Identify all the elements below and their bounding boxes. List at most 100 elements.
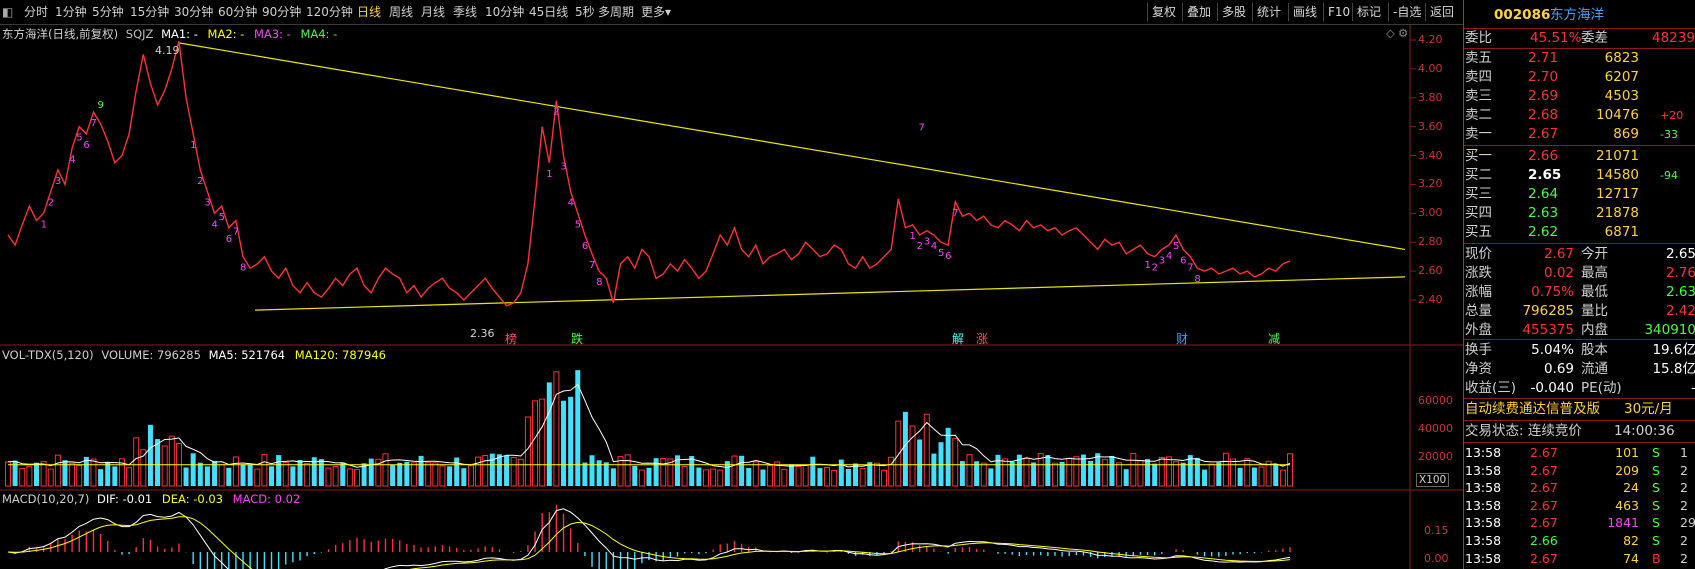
multi-stock-button[interactable]: 多股	[1217, 3, 1250, 21]
period-tab[interactable]: 90分钟	[262, 5, 302, 19]
volume-bar	[76, 465, 83, 487]
bid-change: -94	[1660, 169, 1678, 182]
volume-bar	[232, 456, 239, 487]
tick-price: 2.67	[1530, 515, 1558, 531]
volume-bar	[40, 461, 47, 487]
volume-bar	[1145, 459, 1151, 486]
volume-bar	[69, 462, 76, 487]
more-periods[interactable]: 更多▾	[641, 5, 672, 19]
volume-bar	[1088, 460, 1094, 486]
bid-price: 2.65	[1528, 167, 1562, 183]
fuquan-button[interactable]: 复权	[1147, 3, 1180, 21]
sequence-number: 8	[1194, 274, 1200, 285]
f10-button[interactable]: F10	[1323, 3, 1354, 21]
tick-volume: 463	[1615, 497, 1639, 513]
event-mark[interactable]: 减	[1268, 332, 1281, 346]
bid-row[interactable]: 买三 2.64 12717	[1464, 185, 1695, 204]
tick-row: 13:58 2.67 101 S 1	[1464, 444, 1695, 461]
ask-row[interactable]: 卖五 2.71 6823	[1464, 49, 1695, 68]
stat-label: 今开	[1581, 246, 1608, 262]
sequence-number: 5	[1173, 241, 1179, 252]
bid-row[interactable]: 买四 2.63 21878	[1464, 204, 1695, 223]
add-favorite-button[interactable]: -自选	[1388, 3, 1425, 21]
period-tab[interactable]: 5秒	[575, 5, 595, 19]
volume-bar	[817, 468, 823, 486]
sequence-number: 6	[226, 234, 232, 245]
price-axis-label: 2.60	[1418, 264, 1443, 278]
event-mark[interactable]: 跌	[571, 332, 584, 346]
volume-bar	[802, 464, 809, 487]
volume-bar	[1023, 458, 1030, 487]
ask-row[interactable]: 卖一 2.67 869 -33	[1464, 125, 1695, 144]
event-mark[interactable]: 财	[1176, 332, 1189, 346]
volume-bar	[632, 465, 638, 486]
event-mark[interactable]: 涨	[976, 332, 989, 346]
event-mark[interactable]: 榜	[505, 332, 518, 346]
sequence-number: 8	[240, 263, 246, 274]
ask-row[interactable]: 卖四 2.70 6207	[1464, 68, 1695, 87]
volume-bar	[447, 466, 453, 486]
volume-bar	[1187, 455, 1193, 486]
ask-row[interactable]: 卖二 2.68 10476 +20	[1464, 106, 1695, 125]
period-tab[interactable]: 5分钟	[92, 5, 124, 19]
volume-bar	[410, 462, 417, 487]
diamond-icon[interactable]: ◇	[1386, 26, 1395, 40]
period-tab[interactable]: 月线	[421, 5, 446, 19]
overlay-button[interactable]: 叠加	[1182, 3, 1215, 21]
back-button[interactable]: 返回	[1425, 3, 1458, 21]
ask-change: -33	[1660, 128, 1678, 141]
bid-row[interactable]: 买五 2.62 6871	[1464, 223, 1695, 242]
stats-button[interactable]: 统计	[1252, 3, 1285, 21]
period-tab[interactable]: 60分钟	[218, 5, 258, 19]
volume-bar	[1130, 453, 1137, 487]
volume-bar	[12, 460, 18, 486]
period-tab[interactable]: 15分钟	[130, 5, 170, 19]
vol-title: VOL-TDX(5,120)	[2, 348, 94, 362]
volume-bar	[98, 469, 104, 486]
period-tab[interactable]: 分时	[24, 5, 49, 19]
volume-bar	[995, 454, 1001, 486]
mark-button[interactable]: 标记	[1352, 3, 1385, 21]
ask-price: 2.69	[1528, 88, 1559, 104]
sequence-number: 5	[76, 133, 82, 144]
volume-bar	[1158, 456, 1165, 487]
period-tab[interactable]: 季线	[453, 5, 478, 19]
sequence-number: 1	[190, 140, 196, 151]
ask-row[interactable]: 卖三 2.69 4503	[1464, 87, 1695, 106]
vol-ma5: MA5: 521764	[208, 348, 286, 362]
period-tab[interactable]: 10分钟	[485, 5, 525, 19]
volume-bar	[1002, 458, 1009, 487]
tick-row: 13:58 2.67 1841 S 29	[1464, 514, 1695, 531]
period-tab[interactable]: 周线	[389, 5, 414, 19]
weibi-value: 45.51%	[1530, 30, 1582, 46]
volume-bar	[439, 465, 446, 487]
settings-icon[interactable]: ⚙	[1398, 26, 1409, 40]
sequence-number: 2	[553, 107, 559, 118]
bid-row[interactable]: 买一 2.66 21071	[1464, 147, 1695, 166]
volume-bar	[917, 439, 923, 486]
period-tab[interactable]: 45日线	[529, 5, 569, 19]
period-tab[interactable]: 多周期	[598, 5, 635, 19]
stat-row: 换手 5.04% 股本 19.6亿	[1464, 341, 1695, 360]
weicha-label: 委差	[1581, 30, 1608, 46]
tick-volume: 82	[1623, 533, 1639, 548]
tick-row: 13:58 2.67 463 S 2	[1464, 497, 1695, 514]
volume-bar	[254, 468, 261, 487]
volume-bar	[390, 464, 396, 486]
volume-bar	[895, 420, 902, 487]
collapse-icon[interactable]: ◧	[2, 5, 14, 19]
draw-line-button[interactable]: 画线	[1288, 3, 1321, 21]
ask-volume: 4503	[1604, 88, 1639, 104]
period-tab-active[interactable]: 日线	[357, 5, 382, 19]
period-tab[interactable]: 30分钟	[174, 5, 214, 19]
period-tab[interactable]: 1分钟	[55, 5, 87, 19]
period-tab[interactable]: 120分钟	[306, 5, 353, 19]
bid-row[interactable]: 买二 2.65 14580 -94	[1464, 166, 1695, 185]
volume-bar	[346, 468, 353, 487]
ad-banner[interactable]: 自动续费通达信普及版 30元/月	[1464, 400, 1695, 419]
volume-bar	[867, 462, 873, 486]
event-mark[interactable]: 解	[952, 332, 965, 346]
tick-count: 2	[1680, 462, 1688, 478]
stat-value: 2.42	[1665, 303, 1695, 319]
